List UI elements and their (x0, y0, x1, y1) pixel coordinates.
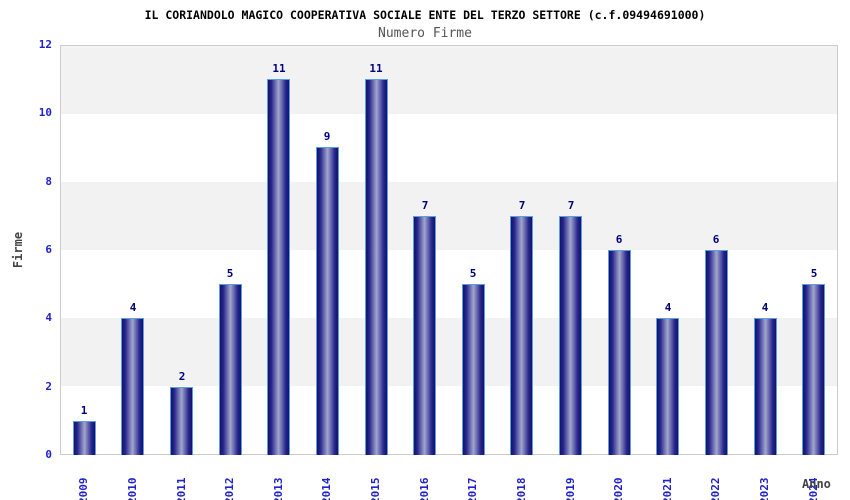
x-tick-label: 2018 (515, 477, 528, 500)
x-tick-label: 2012 (223, 477, 236, 500)
bar-value-label: 4 (664, 301, 672, 314)
y-tick-label: 12 (38, 38, 52, 51)
x-tick-label: 2019 (564, 477, 577, 500)
x-tick-label: 2014 (320, 477, 333, 500)
x-tick-label: 2010 (126, 477, 139, 500)
bar-value-label: 7 (567, 199, 575, 212)
x-axis-label: Anno (802, 477, 831, 491)
bar-2011 (170, 387, 193, 455)
x-tick-label: 2015 (369, 477, 382, 500)
bar-2017 (462, 284, 485, 455)
x-tick-label: 2020 (612, 477, 625, 500)
chart-title: IL CORIANDOLO MAGICO COOPERATIVA SOCIALE… (144, 8, 706, 22)
bar-2018 (510, 216, 533, 455)
bar-2014 (316, 147, 339, 455)
x-tick-label: 2021 (661, 477, 674, 500)
bar-value-label: 11 (369, 62, 383, 75)
y-tick-label: 6 (45, 243, 52, 256)
bar-2009 (73, 421, 96, 455)
x-tick-label: 2017 (466, 477, 479, 500)
bar-2013 (267, 79, 290, 455)
x-tick-label: 2022 (709, 477, 722, 500)
y-tick-label: 2 (45, 379, 52, 393)
bar-value-label: 1 (80, 404, 88, 417)
bar-value-label: 5 (810, 267, 818, 280)
bar-2010 (121, 318, 144, 455)
bar-2019 (559, 216, 582, 455)
x-tick-label: 2013 (272, 477, 285, 500)
bar-value-label: 6 (615, 233, 623, 246)
bar-value-label: 4 (761, 301, 769, 314)
bar-2023 (754, 318, 777, 455)
bar-value-label: 11 (272, 62, 286, 75)
x-tick-label: 2023 (758, 477, 771, 500)
bar-value-label: 7 (421, 199, 429, 212)
bar-value-label: 4 (129, 301, 137, 314)
x-tick-label: 2011 (175, 477, 188, 500)
bar-value-label: 6 (712, 233, 720, 246)
y-tick-label: 8 (45, 174, 52, 188)
bar-2020 (608, 250, 631, 455)
bar-2024 (802, 284, 825, 455)
bar-2015 (365, 79, 388, 455)
bar-value-label: 5 (226, 267, 234, 280)
x-tick-label: 2016 (418, 477, 431, 500)
bar-value-label: 2 (178, 370, 186, 383)
bar-value-label: 5 (469, 267, 477, 280)
y-tick-label: 4 (45, 311, 52, 325)
x-tick-label: 2009 (77, 477, 90, 500)
y-tick-label: 0 (45, 448, 52, 461)
bar-value-label: 9 (323, 130, 331, 143)
bar-value-label: 7 (518, 199, 526, 212)
chart-subtitle: Numero Firme (378, 26, 472, 41)
bar-2022 (705, 250, 728, 455)
bar-2016 (413, 216, 436, 455)
bar-2012 (219, 284, 242, 455)
bar-2021 (656, 318, 679, 455)
y-tick-label: 10 (38, 106, 52, 120)
